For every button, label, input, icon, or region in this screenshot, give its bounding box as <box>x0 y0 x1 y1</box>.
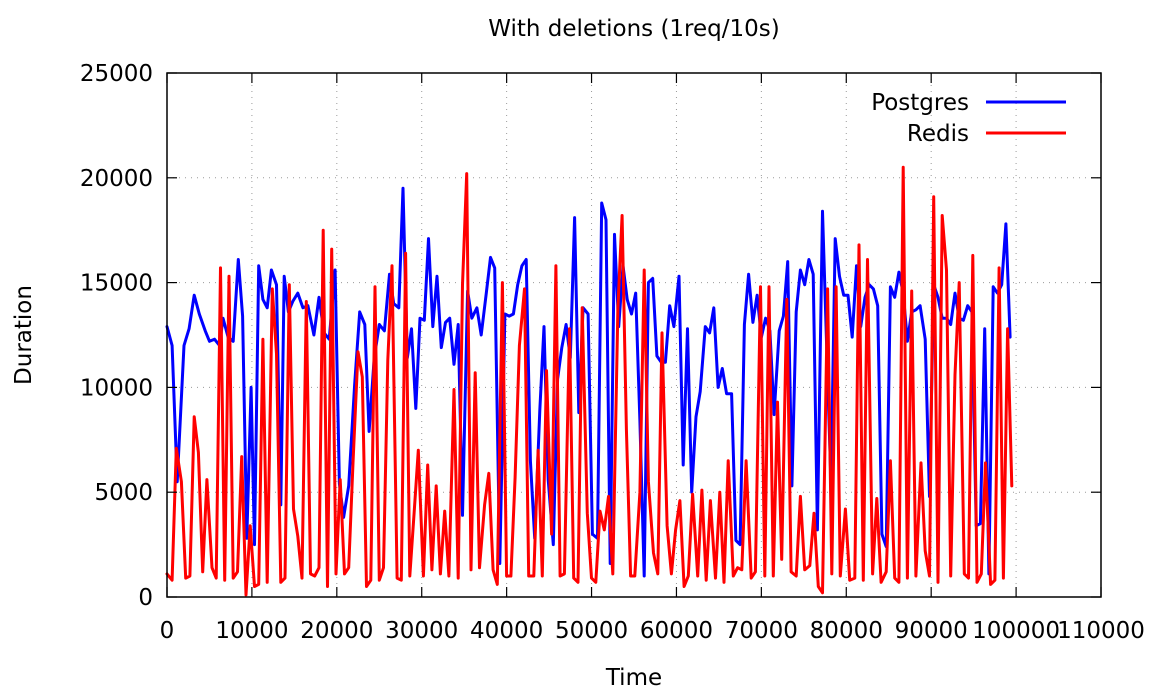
chart-title: With deletions (1req/10s) <box>488 16 779 42</box>
x-tick-label: 60000 <box>640 618 713 644</box>
y-axis-title: Duration <box>11 285 37 385</box>
x-tick-label: 40000 <box>470 618 543 644</box>
x-tick-label: 0 <box>160 618 175 644</box>
plot-frame <box>166 72 1102 598</box>
x-tick-label: 30000 <box>385 618 458 644</box>
axis-ticks: 0 5000 10000 15000 20000 25000 0 10000 20000 3000… <box>80 61 1145 644</box>
legend: Postgres Redis <box>871 90 1066 147</box>
series-line-postgres <box>165 186 1012 578</box>
x-tick-label: 20000 <box>300 618 373 644</box>
y-tick-label: 10000 <box>80 375 153 401</box>
x-axis-title: Time <box>605 665 662 691</box>
legend-label-postgres: Postgres <box>871 90 969 116</box>
x-tick-label: 50000 <box>555 618 628 644</box>
y-tick-label: 20000 <box>80 166 153 192</box>
legend-label-redis: Redis <box>907 121 969 147</box>
y-tick-label: 5000 <box>94 480 153 506</box>
x-tick-label: 100000 <box>972 618 1060 644</box>
y-tick-label: 0 <box>138 585 153 611</box>
y-tick-label: 15000 <box>80 271 153 297</box>
x-tick-label: 110000 <box>1057 618 1145 644</box>
series-line-redis <box>165 165 1014 597</box>
x-tick-label: 80000 <box>810 618 883 644</box>
series-layer <box>165 165 1014 597</box>
x-tick-label: 10000 <box>215 618 288 644</box>
x-tick-label: 70000 <box>725 618 798 644</box>
x-tick-label: 90000 <box>895 618 968 644</box>
y-tick-label: 25000 <box>80 61 153 87</box>
